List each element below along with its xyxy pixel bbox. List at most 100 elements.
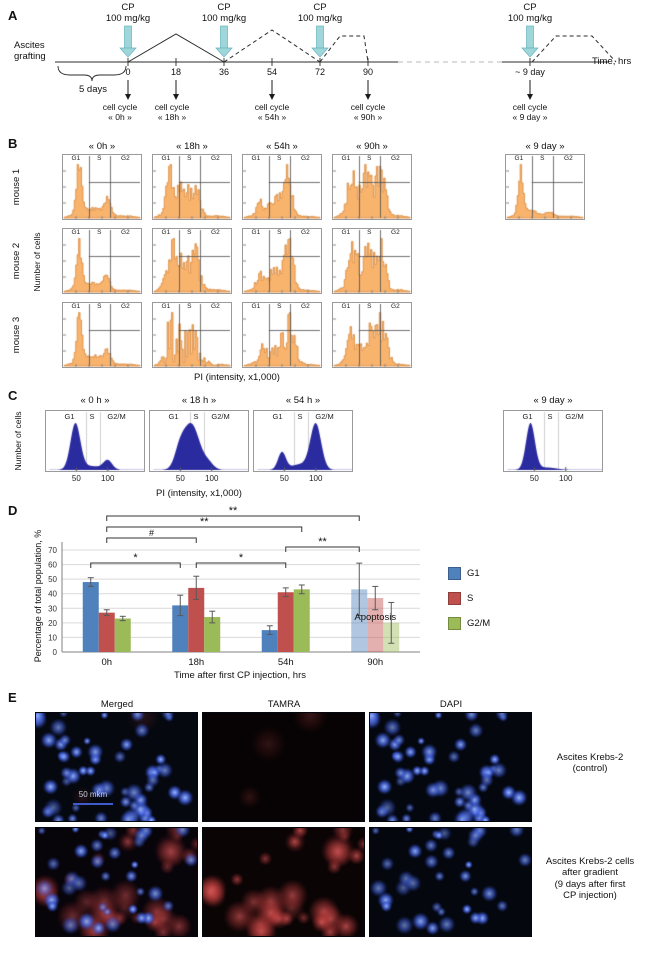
c-header-0h: « 0 h » bbox=[80, 395, 110, 406]
gate-label-s: S bbox=[277, 229, 282, 236]
micro-control-tamra bbox=[202, 712, 365, 822]
gate-label-s: S bbox=[97, 229, 102, 236]
bar-S-54h bbox=[277, 592, 294, 652]
gate-label-g1: G1 bbox=[251, 155, 261, 162]
flow-histogram-canvas bbox=[153, 303, 231, 367]
bar-S-90h bbox=[367, 598, 384, 652]
b-header-54h: « 54h » bbox=[266, 141, 298, 152]
significance-label: ** bbox=[229, 505, 238, 517]
gate-label-g2: G2 bbox=[121, 303, 130, 310]
y-tick-label: 60 bbox=[48, 561, 57, 570]
y-tick-label: 50 bbox=[48, 575, 57, 584]
legend-swatch-g1 bbox=[448, 566, 461, 580]
x-tick-label: 50 bbox=[529, 474, 539, 483]
micro-canvas bbox=[203, 713, 364, 821]
flow-histogram-mouse2-54h: G1 S G2 bbox=[242, 228, 322, 294]
e-caption-control: Ascites Krebs-2 (control) bbox=[556, 752, 624, 775]
cp-dose-label-3: CP 100 mg/kg bbox=[297, 2, 343, 25]
gate-label-g1: G1 bbox=[161, 229, 171, 236]
micro-canvas bbox=[36, 713, 197, 821]
cp-arrow-icon bbox=[215, 25, 233, 58]
density-canvas bbox=[254, 411, 352, 471]
gate-label-g2m: G2/M bbox=[211, 412, 230, 421]
gate-label-g1: G1 bbox=[341, 155, 351, 162]
legend-swatch-s bbox=[448, 591, 461, 605]
cp-dose-label-2: CP 100 mg/kg bbox=[201, 2, 247, 25]
b-header-90h: « 90h » bbox=[356, 141, 388, 152]
gate-label-g2: G2 bbox=[301, 155, 310, 162]
tick-9day: ~ 9 day bbox=[515, 67, 545, 77]
gate-label-g2m: G2/M bbox=[107, 412, 126, 421]
tick-36: 36 bbox=[218, 67, 229, 77]
e-header-tamra: TAMRA bbox=[267, 699, 301, 710]
c-ylabel: Number of cells bbox=[13, 411, 23, 471]
b-header-0h: « 0h » bbox=[88, 141, 116, 152]
gate-label-g1: G1 bbox=[64, 412, 75, 421]
d-ylabel: Percentage of total population, % bbox=[33, 529, 43, 663]
b-row-label-mouse3: mouse 3 bbox=[11, 316, 22, 354]
gate-label-g1: G1 bbox=[522, 412, 533, 421]
d-xlabel: Time after first CP injection, hrs bbox=[174, 670, 306, 681]
gate-label-s: S bbox=[97, 155, 102, 162]
gate-label-s: S bbox=[367, 229, 372, 236]
significance-label: # bbox=[149, 528, 154, 538]
tick-72: 72 bbox=[314, 67, 325, 77]
significance-label: ** bbox=[318, 536, 327, 548]
gate-label-g2: G2 bbox=[211, 155, 220, 162]
flow-histogram-canvas bbox=[243, 229, 321, 293]
x-category-label: 0h bbox=[101, 657, 112, 668]
gate-label-s: S bbox=[97, 303, 102, 310]
x-tick-label: 50 bbox=[175, 474, 185, 483]
gate-label-g2: G2 bbox=[121, 229, 130, 236]
cell-cycle-label-90h: cell cycle « 90h » bbox=[350, 102, 386, 123]
micro-gradient-merged bbox=[35, 827, 198, 937]
significance-bracket bbox=[106, 515, 360, 521]
tick-18: 18 bbox=[170, 67, 181, 77]
bar-G2/M-54h bbox=[293, 589, 310, 652]
legend-item-g2m: G2/M bbox=[448, 616, 490, 630]
flow-histogram-mouse1-18h: G1 S G2 bbox=[152, 154, 232, 220]
density-canvas bbox=[504, 411, 602, 471]
y-tick-label: 30 bbox=[48, 604, 57, 613]
x-tick-label: 50 bbox=[279, 474, 289, 483]
panel-d-label: D bbox=[8, 503, 18, 518]
five-days-brace bbox=[57, 65, 127, 82]
c-header-54h: « 54 h » bbox=[285, 395, 321, 406]
significance-bracket bbox=[106, 537, 197, 543]
flow-histogram-mouse2-90h: G1 S G2 bbox=[332, 228, 412, 294]
gate-label-g2m: G2/M bbox=[315, 412, 334, 421]
x-tick-label: 100 bbox=[559, 474, 573, 483]
density-canvas bbox=[46, 411, 144, 471]
flow-histogram-mouse1-9day: G1 S G2 bbox=[505, 154, 585, 220]
flow-histogram-canvas bbox=[153, 155, 231, 219]
gate-label-g2m: G2/M bbox=[565, 412, 584, 421]
y-tick-label: 10 bbox=[48, 633, 57, 642]
bar-S-0h bbox=[98, 612, 115, 652]
five-days-label: 5 days bbox=[79, 84, 107, 95]
gate-label-g1: G1 bbox=[251, 229, 261, 236]
cp-dose-label-1: CP 100 mg/kg bbox=[105, 2, 151, 25]
gate-label-s: S bbox=[547, 412, 553, 421]
flow-histogram-mouse1-0h: G1 S G2 bbox=[62, 154, 142, 220]
legend-label-g2m: G2/M bbox=[467, 617, 491, 629]
cp-dose-label-4: CP 100 mg/kg bbox=[507, 2, 553, 25]
gate-label-g2: G2 bbox=[391, 229, 400, 236]
bar-G2/M-18h bbox=[204, 617, 221, 652]
flow-histogram-canvas bbox=[63, 155, 141, 219]
x-tick-label: 100 bbox=[309, 474, 323, 483]
b-ylabel: Number of cells bbox=[32, 232, 42, 292]
cell-cycle-label-9day: cell cycle « 9 day » bbox=[512, 102, 548, 123]
bar-G1-54h bbox=[261, 630, 278, 652]
micro-gradient-dapi bbox=[369, 827, 532, 937]
gate-label-s: S bbox=[187, 303, 192, 310]
cp-wave-dashed-3 bbox=[531, 35, 617, 63]
e-header-dapi: DAPI bbox=[439, 699, 463, 710]
gate-label-g1: G1 bbox=[272, 412, 283, 421]
gate-label-g1: G1 bbox=[251, 303, 261, 310]
cp-injection-arrows bbox=[119, 25, 539, 58]
gate-label-s: S bbox=[193, 412, 199, 421]
gate-label-g2: G2 bbox=[211, 303, 220, 310]
micro-canvas bbox=[36, 828, 197, 936]
legend-item-g1: G1 bbox=[448, 566, 480, 580]
